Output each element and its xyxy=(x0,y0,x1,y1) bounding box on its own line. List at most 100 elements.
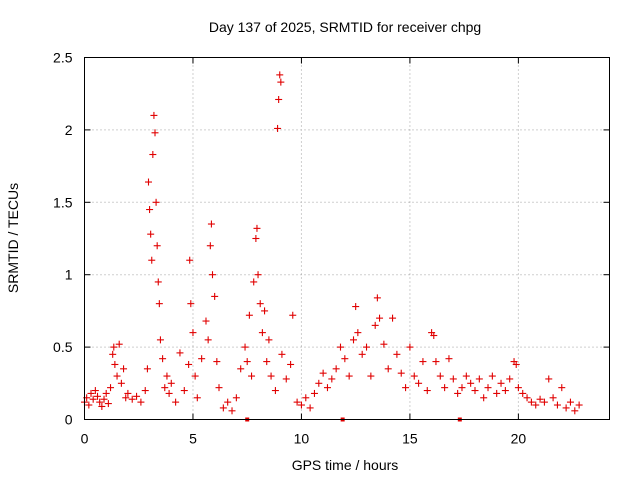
y-tick-label: 1.5 xyxy=(53,194,73,210)
data-point xyxy=(323,384,331,392)
data-point xyxy=(397,369,405,377)
data-point xyxy=(165,389,173,397)
data-point xyxy=(248,372,256,380)
data-point xyxy=(493,389,501,397)
data-point xyxy=(462,372,470,380)
data-point xyxy=(282,375,290,383)
data-point xyxy=(276,71,284,79)
data-point xyxy=(258,329,266,337)
data-point xyxy=(102,389,110,397)
data-point xyxy=(562,404,570,412)
data-point xyxy=(245,311,253,319)
data-point xyxy=(111,360,119,368)
data-point xyxy=(336,343,344,351)
data-point xyxy=(219,404,227,412)
data-point xyxy=(91,387,99,395)
data-point xyxy=(128,395,136,403)
y-tick-label: 0 xyxy=(65,412,73,428)
data-point xyxy=(575,401,583,409)
data-point xyxy=(532,401,540,409)
data-point xyxy=(277,78,285,86)
data-point xyxy=(89,395,97,403)
data-point xyxy=(243,358,251,366)
data-point xyxy=(163,372,171,380)
y-tick-label: 2 xyxy=(65,122,73,138)
data-point xyxy=(432,358,440,366)
data-point xyxy=(527,398,535,406)
data-point xyxy=(523,394,531,402)
grid xyxy=(84,57,610,420)
plot-frame xyxy=(84,57,610,420)
data-point xyxy=(501,387,509,395)
data-point xyxy=(104,400,112,408)
data-point xyxy=(254,271,262,279)
data-point xyxy=(117,379,125,387)
data-point xyxy=(449,375,457,383)
data-point xyxy=(107,384,115,392)
x-tick-label: 20 xyxy=(511,431,527,447)
data-point xyxy=(206,242,214,250)
data-point xyxy=(150,111,158,119)
data-point xyxy=(514,384,522,392)
data-point xyxy=(110,343,118,351)
data-point xyxy=(156,336,164,344)
data-point xyxy=(289,311,297,319)
data-point xyxy=(540,398,548,406)
data-point xyxy=(315,379,323,387)
data-point xyxy=(302,394,310,402)
data-point xyxy=(94,392,102,400)
data-point xyxy=(445,355,453,363)
data-point xyxy=(293,398,301,406)
data-point xyxy=(115,340,123,348)
data-point xyxy=(241,343,249,351)
x-tick-label: 10 xyxy=(294,431,310,447)
data-point xyxy=(208,271,216,279)
data-point xyxy=(402,384,410,392)
data-point xyxy=(536,395,544,403)
x-tick-label: 5 xyxy=(189,431,197,447)
x-axis-label: GPS time / hours xyxy=(292,457,399,473)
data-point xyxy=(109,350,117,358)
data-point xyxy=(467,379,475,387)
data-point xyxy=(287,360,295,368)
data-point xyxy=(371,321,379,329)
data-point xyxy=(261,307,269,315)
data-point xyxy=(484,384,492,392)
data-point xyxy=(566,398,574,406)
data-point xyxy=(146,206,154,214)
data-point xyxy=(332,365,340,373)
data-point xyxy=(376,314,384,322)
data-point xyxy=(274,124,282,132)
data-point xyxy=(147,230,155,238)
data-point xyxy=(153,242,161,250)
data-point xyxy=(167,379,175,387)
x-tick-labels: 0 5 10 15 20 xyxy=(81,431,527,447)
data-point xyxy=(475,375,483,383)
data-point xyxy=(211,292,219,300)
data-point xyxy=(232,394,240,402)
data-point xyxy=(207,220,215,228)
data-point xyxy=(419,358,427,366)
data-point xyxy=(141,387,149,395)
data-point xyxy=(154,278,162,286)
data-point xyxy=(215,384,223,392)
data-point xyxy=(191,372,199,380)
data-point xyxy=(263,358,271,366)
data-point xyxy=(367,372,375,380)
y-tick-labels: 0 0.5 1 1.5 2 2.5 xyxy=(53,50,73,428)
data-point xyxy=(393,350,401,358)
data-point xyxy=(352,303,360,311)
data-points xyxy=(81,71,583,415)
data-point xyxy=(151,129,159,137)
data-point xyxy=(354,329,362,337)
data-point xyxy=(297,401,305,409)
ticks xyxy=(84,57,610,420)
x-tick-label: 15 xyxy=(402,431,418,447)
data-point xyxy=(558,384,566,392)
data-point xyxy=(350,336,358,344)
data-point xyxy=(202,317,210,325)
data-point xyxy=(497,379,505,387)
data-point xyxy=(345,372,353,380)
data-point xyxy=(306,404,314,412)
